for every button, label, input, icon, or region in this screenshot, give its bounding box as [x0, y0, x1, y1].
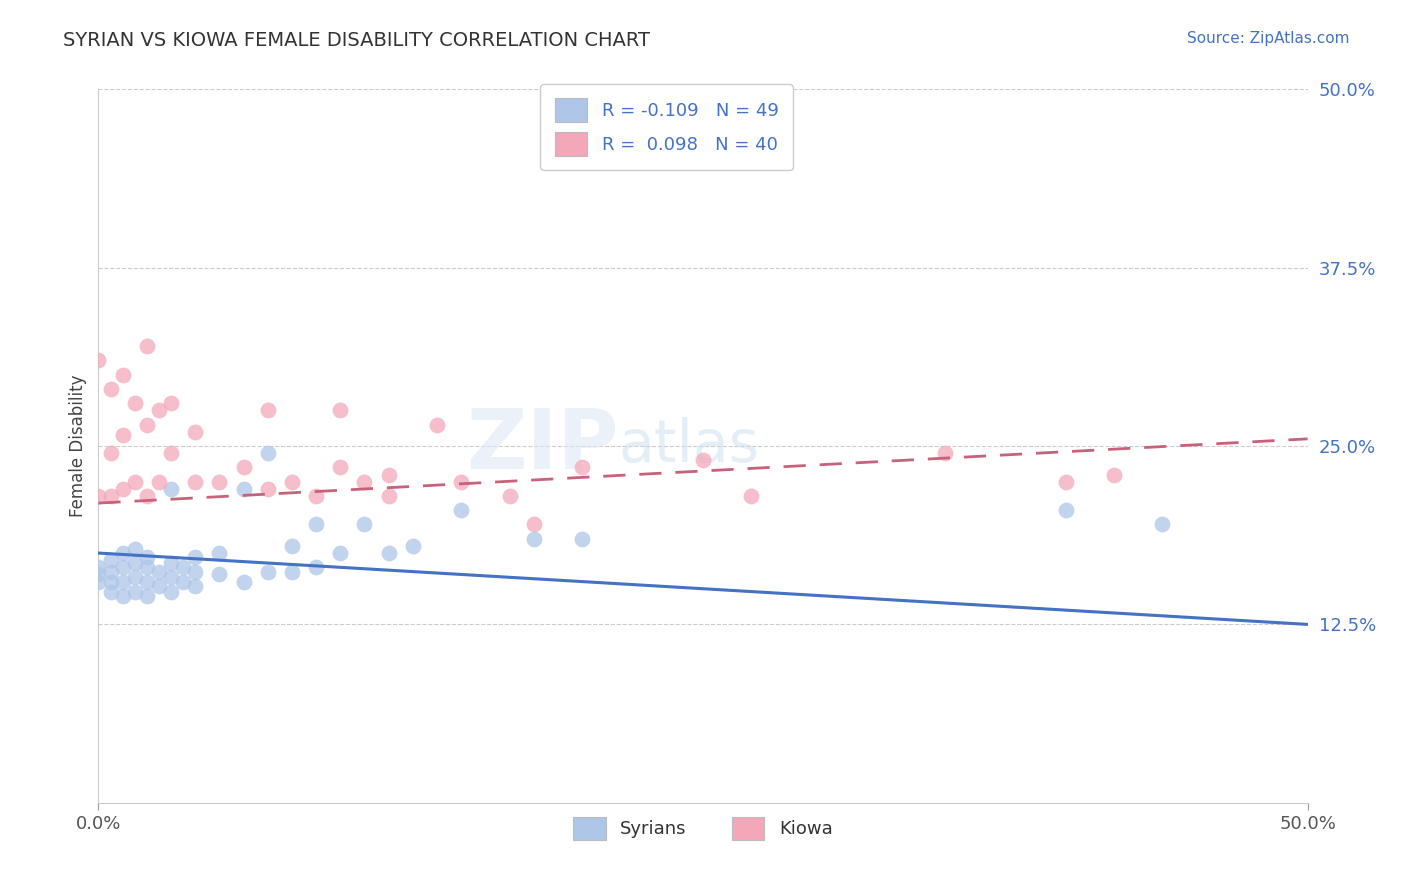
Point [87, 574, 110, 589]
Point [135, 560, 157, 574]
Point [208, 475, 231, 489]
Point [377, 546, 399, 560]
Point [426, 417, 449, 432]
Point [135, 589, 157, 603]
Point [305, 517, 328, 532]
Point [124, 541, 146, 556]
Point [111, 589, 134, 603]
Point [523, 532, 546, 546]
Point [329, 546, 352, 560]
Point [135, 339, 157, 353]
Point [172, 560, 194, 574]
Point [232, 460, 254, 475]
Text: atlas: atlas [619, 417, 759, 475]
Point [100, 584, 122, 599]
Point [100, 446, 122, 460]
Point [160, 446, 183, 460]
Point [329, 460, 352, 475]
Point [160, 584, 183, 599]
Point [256, 565, 278, 579]
Point [124, 396, 146, 410]
Point [1152, 517, 1174, 532]
Point [87, 567, 110, 582]
Point [184, 565, 207, 579]
Point [571, 460, 593, 475]
Point [281, 565, 304, 579]
Point [184, 579, 207, 593]
Point [184, 425, 207, 439]
Point [329, 403, 352, 417]
Point [450, 503, 472, 517]
Text: SYRIAN VS KIOWA FEMALE DISABILITY CORRELATION CHART: SYRIAN VS KIOWA FEMALE DISABILITY CORREL… [63, 31, 650, 50]
Point [571, 532, 593, 546]
Text: ZIP: ZIP [465, 406, 619, 486]
Point [692, 453, 714, 467]
Point [87, 353, 110, 368]
Point [208, 546, 231, 560]
Point [87, 560, 110, 574]
Point [377, 467, 399, 482]
Point [111, 482, 134, 496]
Point [160, 570, 183, 584]
Point [135, 550, 157, 565]
Point [256, 403, 278, 417]
Point [87, 489, 110, 503]
Point [740, 489, 762, 503]
Point [100, 574, 122, 589]
Point [172, 574, 194, 589]
Point [1054, 475, 1077, 489]
Point [305, 489, 328, 503]
Point [402, 539, 425, 553]
Point [377, 489, 399, 503]
Point [160, 396, 183, 410]
Point [111, 546, 134, 560]
Point [124, 570, 146, 584]
Point [111, 574, 134, 589]
Point [232, 574, 254, 589]
Point [100, 565, 122, 579]
Point [934, 446, 956, 460]
Point [100, 382, 122, 396]
Point [148, 565, 170, 579]
Point [148, 475, 170, 489]
Point [111, 560, 134, 574]
Point [256, 482, 278, 496]
Point [135, 489, 157, 503]
Point [124, 584, 146, 599]
Point [124, 475, 146, 489]
Point [523, 517, 546, 532]
Point [256, 446, 278, 460]
Point [184, 475, 207, 489]
Point [1102, 467, 1125, 482]
Point [135, 417, 157, 432]
Point [111, 427, 134, 442]
Point [100, 489, 122, 503]
Point [135, 574, 157, 589]
Point [281, 539, 304, 553]
Point [124, 556, 146, 570]
Point [232, 482, 254, 496]
Legend: Syrians, Kiowa: Syrians, Kiowa [567, 810, 839, 847]
Y-axis label: Female Disability: Female Disability [69, 375, 87, 517]
Point [208, 567, 231, 582]
Point [281, 475, 304, 489]
Point [160, 482, 183, 496]
Point [305, 560, 328, 574]
Point [100, 553, 122, 567]
Point [148, 579, 170, 593]
Point [498, 489, 520, 503]
Point [450, 475, 472, 489]
Point [184, 550, 207, 565]
Point [353, 475, 375, 489]
Point [148, 403, 170, 417]
Point [160, 556, 183, 570]
Point [1054, 503, 1077, 517]
Point [353, 517, 375, 532]
Text: Source: ZipAtlas.com: Source: ZipAtlas.com [1187, 31, 1350, 46]
Point [111, 368, 134, 382]
